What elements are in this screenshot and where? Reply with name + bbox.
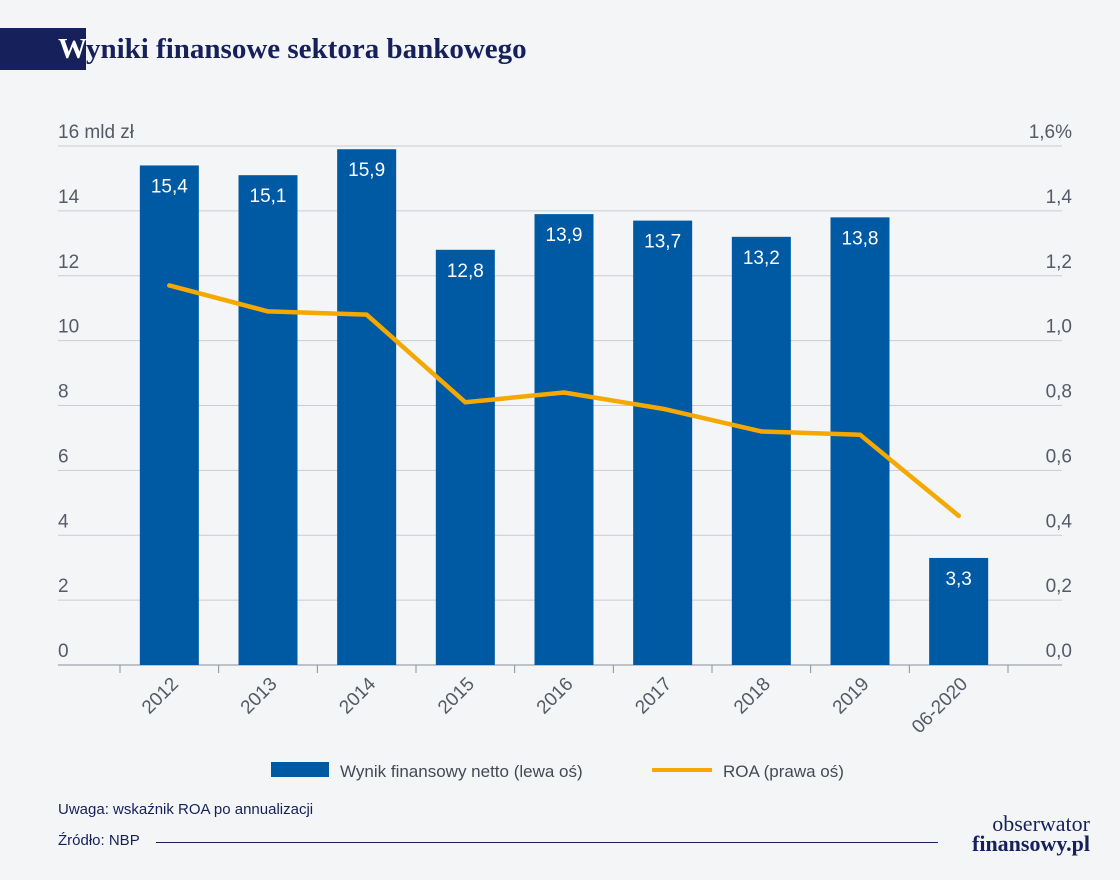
chart-title: Wyniki finansowe sektora bankowego	[58, 30, 527, 68]
bar-data-label: 15,9	[348, 160, 385, 181]
x-tick-label: 2012	[138, 674, 183, 719]
source-divider	[156, 842, 938, 843]
roa-point	[265, 309, 271, 314]
x-tick-label: 2015	[434, 674, 479, 719]
x-tick-label: 06-2020	[908, 674, 972, 738]
legend-bar-label: Wynik finansowy netto (lewa oś)	[340, 762, 583, 781]
x-tick-label: 2019	[829, 674, 874, 719]
bar	[633, 220, 693, 665]
roa-point	[561, 390, 567, 395]
logo: obserwator finansowy.pl	[972, 811, 1090, 856]
left-tick-label: 0	[58, 641, 69, 662]
x-tick-label: 2016	[533, 674, 578, 719]
left-tick-label: 16 mld zł	[58, 122, 135, 143]
x-tick-label: 2018	[730, 674, 775, 719]
legend-line-label: ROA (prawa oś)	[723, 762, 844, 781]
left-tick-label: 8	[58, 382, 69, 403]
bar	[337, 149, 397, 665]
bar-data-label: 3,3	[945, 569, 971, 590]
right-tick-label: 1,4	[1046, 187, 1073, 208]
x-tick-label: 2017	[631, 674, 676, 719]
left-tick-label: 2	[58, 576, 69, 597]
roa-point	[167, 283, 172, 288]
bar	[731, 236, 791, 665]
x-axis-ticks: 2012 2013 2014 2015 2016 2017 2018 2019 06-2020	[119, 665, 1009, 738]
bar-data-label: 13,8	[842, 228, 879, 249]
left-axis-ticks: 0 2 4 6 8 10 12 14 16 mld zł	[58, 122, 135, 662]
roa-line-group	[167, 283, 961, 519]
x-tick-label: 2014	[335, 673, 380, 718]
left-tick-label: 10	[58, 317, 79, 338]
right-tick-label: 1,0	[1046, 317, 1072, 338]
bar-data-label: 15,4	[151, 176, 188, 197]
bar-data-labels: 15,4 15,1 15,9 12,8 13,9 13,7 13,2 13,8 3,3	[151, 160, 972, 590]
right-tick-label: 0,8	[1046, 382, 1072, 403]
left-tick-label: 6	[58, 446, 69, 467]
right-tick-label: 1,2	[1046, 252, 1072, 273]
legend: Wynik finansowy netto (lewa oś) ROA (pra…	[271, 762, 844, 781]
roa-point	[956, 513, 961, 518]
note-text: Uwaga: wskaźnik ROA po annualizacji	[58, 801, 314, 818]
bar-data-label: 15,1	[250, 186, 287, 207]
bar	[238, 175, 298, 665]
right-tick-label: 0,4	[1046, 511, 1073, 532]
title-first-letter: W	[58, 33, 86, 65]
roa-point	[364, 312, 369, 317]
title-text: yniki finansowe sektora bankowego	[85, 33, 527, 65]
bar	[830, 217, 890, 666]
bar	[534, 214, 594, 665]
bar	[435, 249, 495, 666]
right-axis-ticks: 0,0 0,2 0,4 0,6 0,8 1,0 1,2 1,4 1,6%	[1029, 122, 1073, 662]
bars	[139, 149, 989, 666]
roa-point	[857, 432, 863, 437]
left-tick-label: 4	[58, 511, 69, 532]
roa-point	[463, 400, 468, 405]
left-tick-label: 12	[58, 252, 79, 273]
source-text: Źródło: NBP	[58, 832, 140, 849]
legend-bar-swatch	[271, 762, 329, 777]
bar-data-label: 13,2	[743, 248, 780, 269]
x-tick-label: 2013	[237, 674, 282, 719]
right-tick-label: 0,2	[1046, 576, 1072, 597]
bar-data-label: 13,9	[546, 225, 583, 246]
logo-line-2: finansowy.pl	[972, 831, 1090, 856]
roa-point	[660, 406, 665, 411]
bar	[139, 165, 199, 665]
right-tick-label: 0,0	[1046, 641, 1072, 662]
left-tick-label: 14	[58, 187, 80, 208]
roa-point	[759, 429, 764, 434]
logo-line-1: obserwator	[992, 811, 1090, 836]
title-accent-bar	[0, 28, 86, 70]
bar	[929, 557, 989, 665]
right-tick-label: 1,6%	[1029, 122, 1072, 143]
bar-data-label: 12,8	[447, 261, 484, 282]
bar-data-label: 13,7	[644, 232, 681, 253]
right-tick-label: 0,6	[1046, 446, 1072, 467]
